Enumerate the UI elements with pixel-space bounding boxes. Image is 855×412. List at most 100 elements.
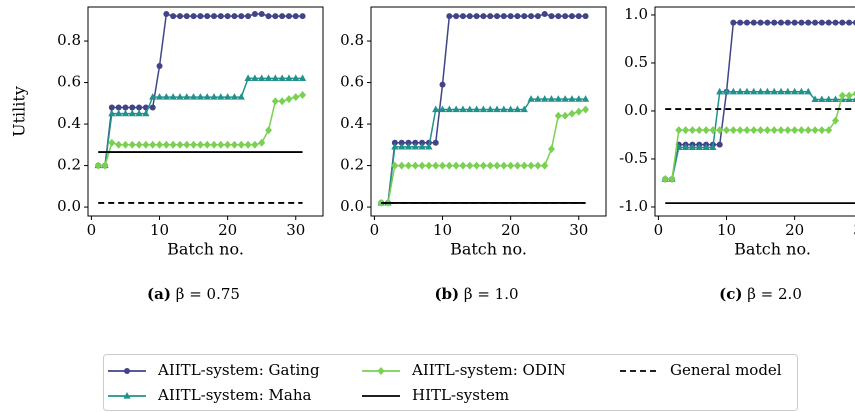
caption-title: β = 1.0: [464, 285, 519, 303]
plot-area: [661, 19, 855, 205]
marker: [520, 161, 528, 170]
marker: [798, 19, 805, 26]
marker: [251, 74, 259, 81]
marker: [521, 13, 528, 20]
marker: [285, 74, 293, 81]
marker: [204, 13, 211, 20]
y-tick-label: -1.0: [619, 197, 648, 215]
marker: [170, 13, 177, 20]
marker: [729, 87, 737, 95]
marker: [446, 13, 453, 20]
marker: [839, 19, 846, 26]
marker: [486, 105, 494, 113]
marker: [203, 140, 211, 149]
marker: [176, 13, 183, 20]
y-tick-label: 0.5: [624, 53, 648, 71]
marker: [136, 104, 143, 111]
marker: [278, 74, 286, 81]
marker: [547, 95, 556, 102]
axes-frame: [87, 6, 324, 217]
marker: [845, 91, 853, 100]
x-tick-label: 10: [433, 221, 452, 239]
marker: [142, 109, 150, 117]
marker: [156, 140, 164, 149]
marker: [128, 140, 136, 149]
marker: [398, 139, 405, 146]
marker: [432, 105, 440, 113]
marker: [217, 13, 224, 20]
legend-label: AIITL-system: Gating: [157, 361, 320, 379]
marker: [709, 143, 717, 151]
marker: [445, 105, 453, 113]
marker: [486, 161, 494, 170]
marker: [411, 161, 419, 170]
legend-label: AIITL-system: Maha: [157, 386, 311, 404]
marker: [169, 140, 177, 149]
marker: [108, 109, 116, 117]
marker: [811, 95, 819, 103]
marker: [507, 161, 515, 170]
marker: [702, 126, 710, 135]
marker: [466, 161, 474, 170]
marker: [196, 93, 204, 100]
marker: [784, 126, 792, 135]
marker: [211, 13, 218, 20]
marker: [265, 126, 273, 135]
marker: [224, 93, 232, 100]
marker: [541, 95, 549, 102]
axes-frame: [654, 6, 855, 217]
marker: [466, 13, 473, 20]
series-line: [381, 108, 586, 204]
marker: [520, 105, 528, 113]
marker: [480, 13, 487, 20]
y-tick-label: 0.4: [57, 114, 81, 132]
marker: [162, 140, 170, 149]
y-tick-label: 0.0: [340, 197, 364, 215]
marker: [688, 126, 696, 135]
marker: [411, 142, 419, 150]
marker: [675, 126, 683, 135]
marker: [149, 104, 156, 111]
marker: [541, 11, 548, 18]
marker: [695, 143, 703, 151]
marker: [764, 19, 771, 26]
marker: [730, 19, 737, 26]
caption: (c) β = 2.0: [719, 285, 802, 303]
marker: [527, 161, 535, 170]
marker: [183, 93, 191, 100]
marker: [575, 13, 582, 20]
x-tick-label: 30: [853, 221, 855, 239]
marker: [743, 19, 750, 26]
marker: [183, 140, 191, 149]
marker: [135, 140, 143, 149]
y-tick-label: 0.8: [57, 31, 81, 49]
marker: [750, 19, 757, 26]
marker: [818, 95, 826, 103]
marker: [750, 87, 758, 95]
x-tick-label: 0: [87, 221, 97, 239]
plot-area: [94, 11, 307, 204]
marker: [210, 93, 218, 100]
marker: [190, 140, 198, 149]
marker: [561, 95, 569, 102]
marker: [561, 111, 569, 120]
marker: [412, 139, 419, 146]
marker: [804, 87, 812, 95]
legend-box: [103, 354, 798, 411]
x-tick-label: 10: [717, 221, 736, 239]
y-tick-label: -0.5: [619, 149, 648, 167]
marker: [500, 105, 508, 113]
y-axis-label: Utility: [10, 86, 29, 137]
marker: [493, 105, 501, 113]
y-tick-label: 0.4: [340, 114, 364, 132]
marker: [115, 104, 122, 111]
marker: [404, 142, 413, 150]
marker: [245, 13, 252, 20]
series-line: [665, 93, 855, 180]
x-tick-label: 0: [370, 221, 380, 239]
marker: [562, 13, 569, 20]
marker: [244, 74, 252, 81]
marker: [846, 19, 853, 26]
marker: [575, 95, 583, 102]
marker: [791, 87, 799, 95]
